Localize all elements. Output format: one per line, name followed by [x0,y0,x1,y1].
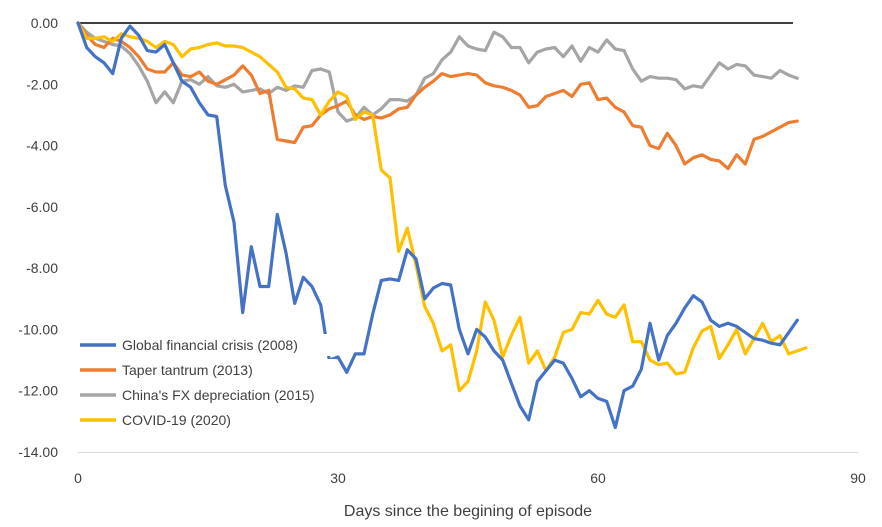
y-tick-label: -8.00 [26,260,58,276]
x-tick-label: 30 [330,470,346,486]
y-tick-label: 0.00 [31,15,58,31]
x-axis-tick-labels: 0 30 60 90 [74,470,866,486]
y-tick-label: -14.00 [18,444,58,460]
y-tick-label: -10.00 [18,321,58,337]
series-line-1 [76,21,799,171]
y-tick-label: -6.00 [26,199,58,215]
legend: Global financial crisis (2008) Taper tant… [78,334,336,431]
x-axis-label: Days since the begining of episode [344,503,592,520]
legend-label: China's FX depreciation (2015) [122,387,315,403]
x-tick-label: 0 [74,470,82,486]
y-tick-label: -12.00 [18,383,58,399]
x-tick-label: 90 [850,470,866,486]
legend-label: Taper tantrum (2013) [122,362,253,378]
y-tick-label: -2.00 [26,76,58,92]
legend-label: COVID-19 (2020) [122,412,231,428]
series-line-0 [76,21,799,430]
y-tick-label: -4.00 [26,138,58,154]
legend-entry-background [78,359,336,381]
legend-entry-background [78,384,336,406]
series-line-3 [76,21,808,393]
legend-entry-background [78,334,336,356]
series-line-2 [76,21,799,123]
x-tick-label: 60 [590,470,606,486]
legend-entry-background [78,409,336,431]
y-axis-tick-labels: 0.00 -2.00 -4.00 -6.00 -8.00 -10.00 -12.00 -14.… [18,15,58,460]
legend-label: Global financial crisis (2008) [122,337,298,353]
series-lines [76,21,808,430]
